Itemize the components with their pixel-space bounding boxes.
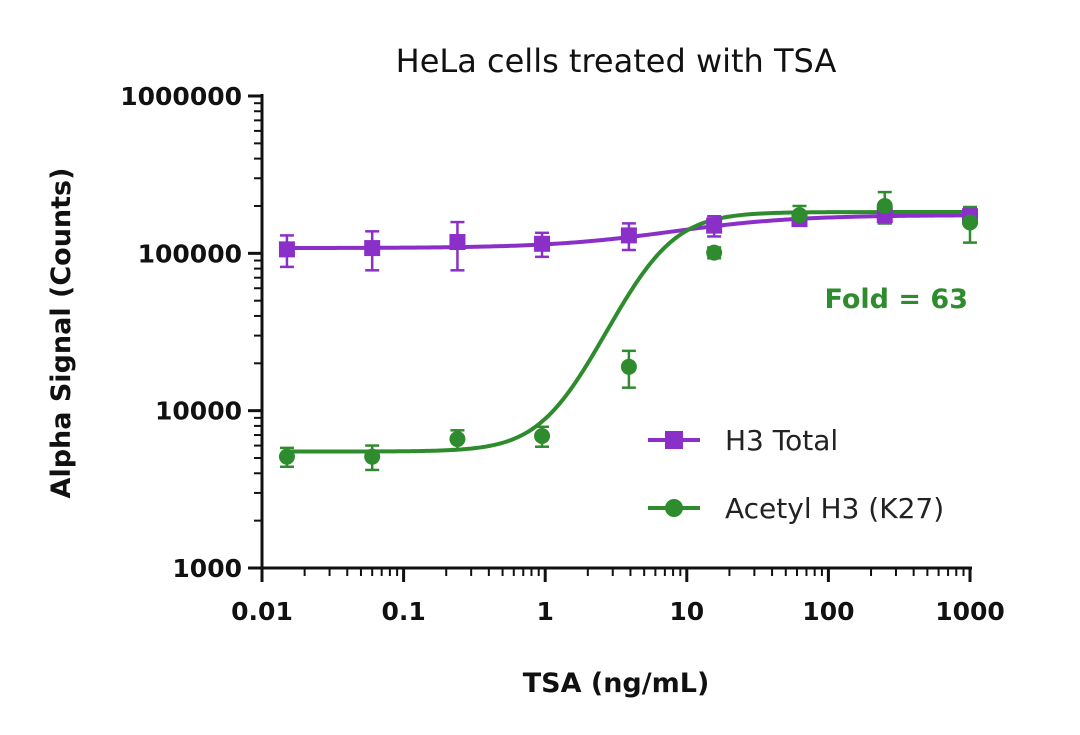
fold-annotation: Fold = 63	[825, 284, 968, 315]
data-markers	[278, 197, 978, 465]
data-point-circle	[534, 428, 551, 445]
data-point-circle	[278, 448, 295, 465]
x-tick-label: 1000	[935, 597, 1005, 626]
chart-title: HeLa cells treated with TSA	[396, 42, 837, 80]
data-point-circle	[962, 214, 978, 231]
x-tick-label: 10	[669, 597, 704, 626]
data-point-square	[278, 241, 295, 258]
x-axis-title: TSA (ng/mL)	[523, 668, 710, 699]
data-point-circle	[620, 358, 637, 375]
legend-marker-h3-total	[665, 431, 683, 449]
data-point-circle	[791, 207, 808, 224]
x-tick-label: 1	[536, 597, 553, 626]
axes: 0.01 0.1 1 10 100 1000 1000 10000 100000 1000000	[120, 82, 1005, 626]
data-point-square	[364, 240, 381, 257]
data-point-square	[534, 235, 551, 252]
data-point-square	[706, 217, 723, 234]
data-point-square	[449, 234, 466, 251]
y-tick-label: 1000	[172, 554, 242, 583]
x-tick-label: 100	[802, 597, 854, 626]
y-tick-label: 100000	[138, 239, 242, 268]
y-tick-label: 10000	[155, 397, 242, 426]
legend-label-h3-total: H3 Total	[725, 424, 838, 457]
x-tick-label: 0.01	[231, 597, 293, 626]
fit-curve-series-1	[286, 210, 970, 454]
data-point-circle	[706, 244, 723, 261]
data-point-circle	[449, 431, 466, 448]
data-point-circle	[876, 197, 893, 214]
y-tick-label: 1000000	[120, 82, 242, 111]
x-tick-label: 0.1	[381, 597, 425, 626]
y-axis-title: Alpha Signal (Counts)	[46, 168, 77, 499]
data-point-square	[620, 227, 637, 244]
data-point-circle	[364, 448, 381, 465]
legend-label-acetyl-h3: Acetyl H3 (K27)	[725, 492, 944, 525]
legend-marker-acetyl-h3	[665, 499, 683, 517]
legend: H3 Total Acetyl H3 (K27)	[648, 424, 944, 525]
